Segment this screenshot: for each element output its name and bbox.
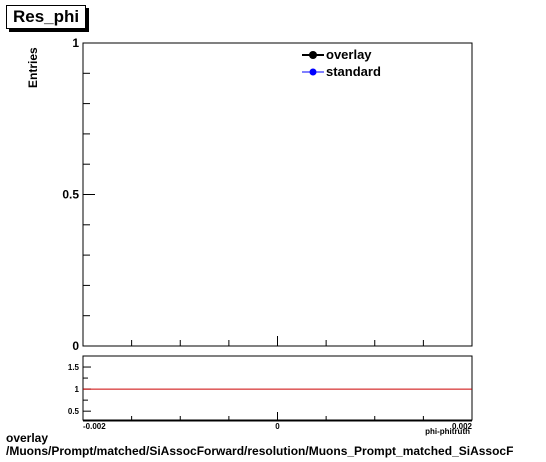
legend-standard-marker: [309, 68, 317, 76]
ratio-y-tick-label: 1: [75, 385, 80, 394]
main-y-tick-label: 0: [72, 339, 79, 353]
ratio-x-axis-label: phi-phitruth: [425, 427, 470, 436]
legend-overlay-label: overlay: [326, 47, 372, 62]
main-y-tick-labels: 00.51: [62, 36, 79, 353]
ratio-y-axis: 0.5 1 1.5: [68, 363, 91, 416]
main-y-tick-label: 0.5: [62, 188, 79, 202]
main-y-axis: [83, 42, 95, 347]
ratio-x-tick-label: 0.002: [452, 422, 473, 431]
ratio-y-tick-label: 1.5: [68, 363, 80, 372]
ratio-y-tick-label: 0.5: [68, 407, 80, 416]
legend: overlay standard: [302, 47, 381, 79]
legend-overlay-marker: [309, 51, 317, 59]
ratio-x-axis: -0.002 0 0.002: [82, 412, 473, 431]
legend-standard-label: standard: [326, 64, 381, 79]
ratio-plot-frame: [82, 355, 473, 421]
ratio-x-tick-label: -0.002: [83, 422, 106, 431]
caption-line-2: /Muons/Prompt/matched/SiAssocForward/res…: [6, 444, 514, 458]
main-plot-frame: [82, 42, 473, 347]
histogram-title: Res_phi: [6, 5, 87, 29]
ratio-x-tick-label: 0: [275, 422, 280, 431]
caption: overlay /Muons/Prompt/matched/SiAssocFor…: [6, 432, 513, 458]
main-y-tick-label: 1: [72, 36, 79, 50]
main-x-axis: [82, 336, 473, 346]
caption-line-1: overlay: [6, 431, 49, 445]
